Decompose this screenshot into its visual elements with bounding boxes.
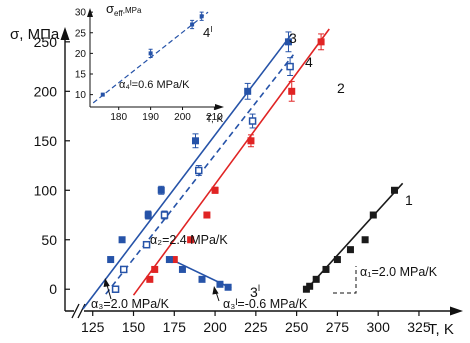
data-point-series-3-prime: [198, 275, 206, 283]
data-point-series-2: [170, 256, 178, 264]
fit-line-series-4: [105, 54, 294, 295]
data-point-series-2: [203, 211, 211, 219]
data-point-series-1: [333, 256, 341, 264]
slope-triangle-1: [333, 266, 357, 294]
inset-x-tick-label: 210: [206, 112, 223, 123]
data-point-series-3: [107, 256, 115, 264]
y-tick-label: 200: [34, 83, 58, 99]
slope-label-3prime: α₃ᴵ=-0.6 MPa/K: [223, 297, 308, 311]
x-tick-label: 225: [244, 319, 268, 335]
data-point-series-3-prime: [224, 283, 232, 291]
annotation-arrow-3: [103, 278, 112, 300]
data-point-series-2: [288, 87, 296, 95]
data-point-series-3: [118, 236, 126, 244]
y-tick-label: 100: [34, 182, 58, 198]
inset-data-point: [100, 92, 105, 97]
data-point-series-3-prime: [165, 256, 173, 264]
fit-line-series-3: [82, 33, 293, 310]
axis-break-mark: [71, 303, 86, 319]
data-point-series-3: [284, 38, 292, 46]
y-axis-label: σ, МПа: [10, 26, 60, 43]
inset-x-tick-label: 180: [110, 112, 127, 123]
inset-x-tick-label: 190: [142, 112, 159, 123]
y-tick-label: 50: [41, 232, 57, 248]
y-tick-label: 250: [34, 34, 58, 50]
data-point-series-1: [390, 186, 398, 194]
inset-y-tick-label: 15: [75, 70, 87, 81]
slope-label-2: α₂=2.4 MPa/K: [150, 233, 228, 247]
data-point-series-4: [286, 62, 294, 71]
data-point-series-3: [191, 137, 199, 145]
main-axes: [60, 27, 463, 319]
series-label-3: 3: [289, 30, 297, 46]
inset-data-point: [190, 22, 195, 27]
data-point-series-1: [369, 211, 377, 219]
data-point-series-4: [160, 211, 169, 219]
data-point-series-4: [111, 285, 120, 293]
inset-y-tick-label: 25: [75, 28, 87, 39]
data-point-series-4: [248, 117, 257, 125]
y-tick-label: 150: [34, 133, 58, 149]
slope-label-1: α₁=2.0 MPa/K: [360, 265, 438, 279]
data-point-series-3-prime: [216, 280, 224, 288]
axis-ticks: 125 150 175 200 225 250 275 300 325 0 50 100 150 200 2…: [34, 34, 431, 335]
data-point-series-4: [195, 166, 203, 175]
fit-line-series-2: [132, 28, 330, 296]
series-label-4: 4: [305, 54, 313, 70]
data-point-series-4: [119, 265, 128, 274]
x-tick-label: 125: [81, 319, 105, 335]
data-point-series-2: [187, 236, 195, 244]
inset-y-label: σeff,MPa: [106, 1, 142, 18]
inset-x-label: T, K: [206, 114, 224, 125]
inset-x-arrow: [215, 104, 224, 110]
data-point-series-1: [306, 282, 314, 290]
data-point-series-2: [211, 186, 219, 194]
series-label-1: 1: [405, 192, 413, 208]
series-label-2: 2: [337, 80, 345, 96]
data-point-series-2: [247, 137, 255, 145]
data-point-series-2: [151, 265, 159, 273]
x-tick-label: 275: [326, 319, 350, 335]
data-point-series-2: [146, 275, 154, 283]
inset-data-point: [199, 14, 204, 19]
fit-line-series-1: [304, 182, 404, 292]
x-tick-label: 300: [367, 319, 391, 335]
inset-data-point: [148, 51, 153, 56]
annotation-arrow-3prime: [212, 286, 220, 302]
x-axis-arrow: [450, 306, 463, 316]
y-axis-arrow: [60, 27, 70, 40]
y-tick-label: 0: [49, 281, 57, 297]
data-point-series-1: [312, 275, 320, 283]
data-point-series-3: [144, 211, 152, 219]
x-tick-label: 200: [203, 319, 227, 335]
data-point-series-1: [346, 246, 354, 254]
data-point-series-3-prime: [178, 265, 186, 273]
inset-slope-label: α₄ᴵ=0.6 MPa/K: [119, 79, 190, 91]
fit-lines: [82, 28, 404, 310]
x-tick-label: 250: [285, 319, 309, 335]
data-point-series-3: [157, 186, 165, 194]
inset-series-label: 4I: [203, 25, 212, 40]
inset-y-tick-label: 20: [75, 49, 87, 60]
data-point-series-2: [317, 38, 325, 46]
x-tick-label: 150: [122, 319, 146, 335]
x-tick-label: 325: [407, 319, 431, 335]
data-point-series-4: [142, 240, 151, 249]
data-point-series-3: [244, 87, 252, 95]
data-point-series-1: [361, 236, 369, 244]
inset-x-tick-label: 200: [174, 112, 191, 123]
inset-y-tick-label: 30: [75, 8, 87, 19]
inset-y-tick-label: 10: [75, 90, 87, 101]
slope-label-3: α₃=2.0 MPa/K: [91, 297, 170, 311]
data-point-series-1: [322, 265, 330, 273]
x-axis-label: T, K: [428, 321, 454, 338]
data-points: [107, 31, 398, 293]
series-label-3prime: 3I: [250, 283, 260, 300]
x-tick-label: 175: [163, 319, 187, 335]
